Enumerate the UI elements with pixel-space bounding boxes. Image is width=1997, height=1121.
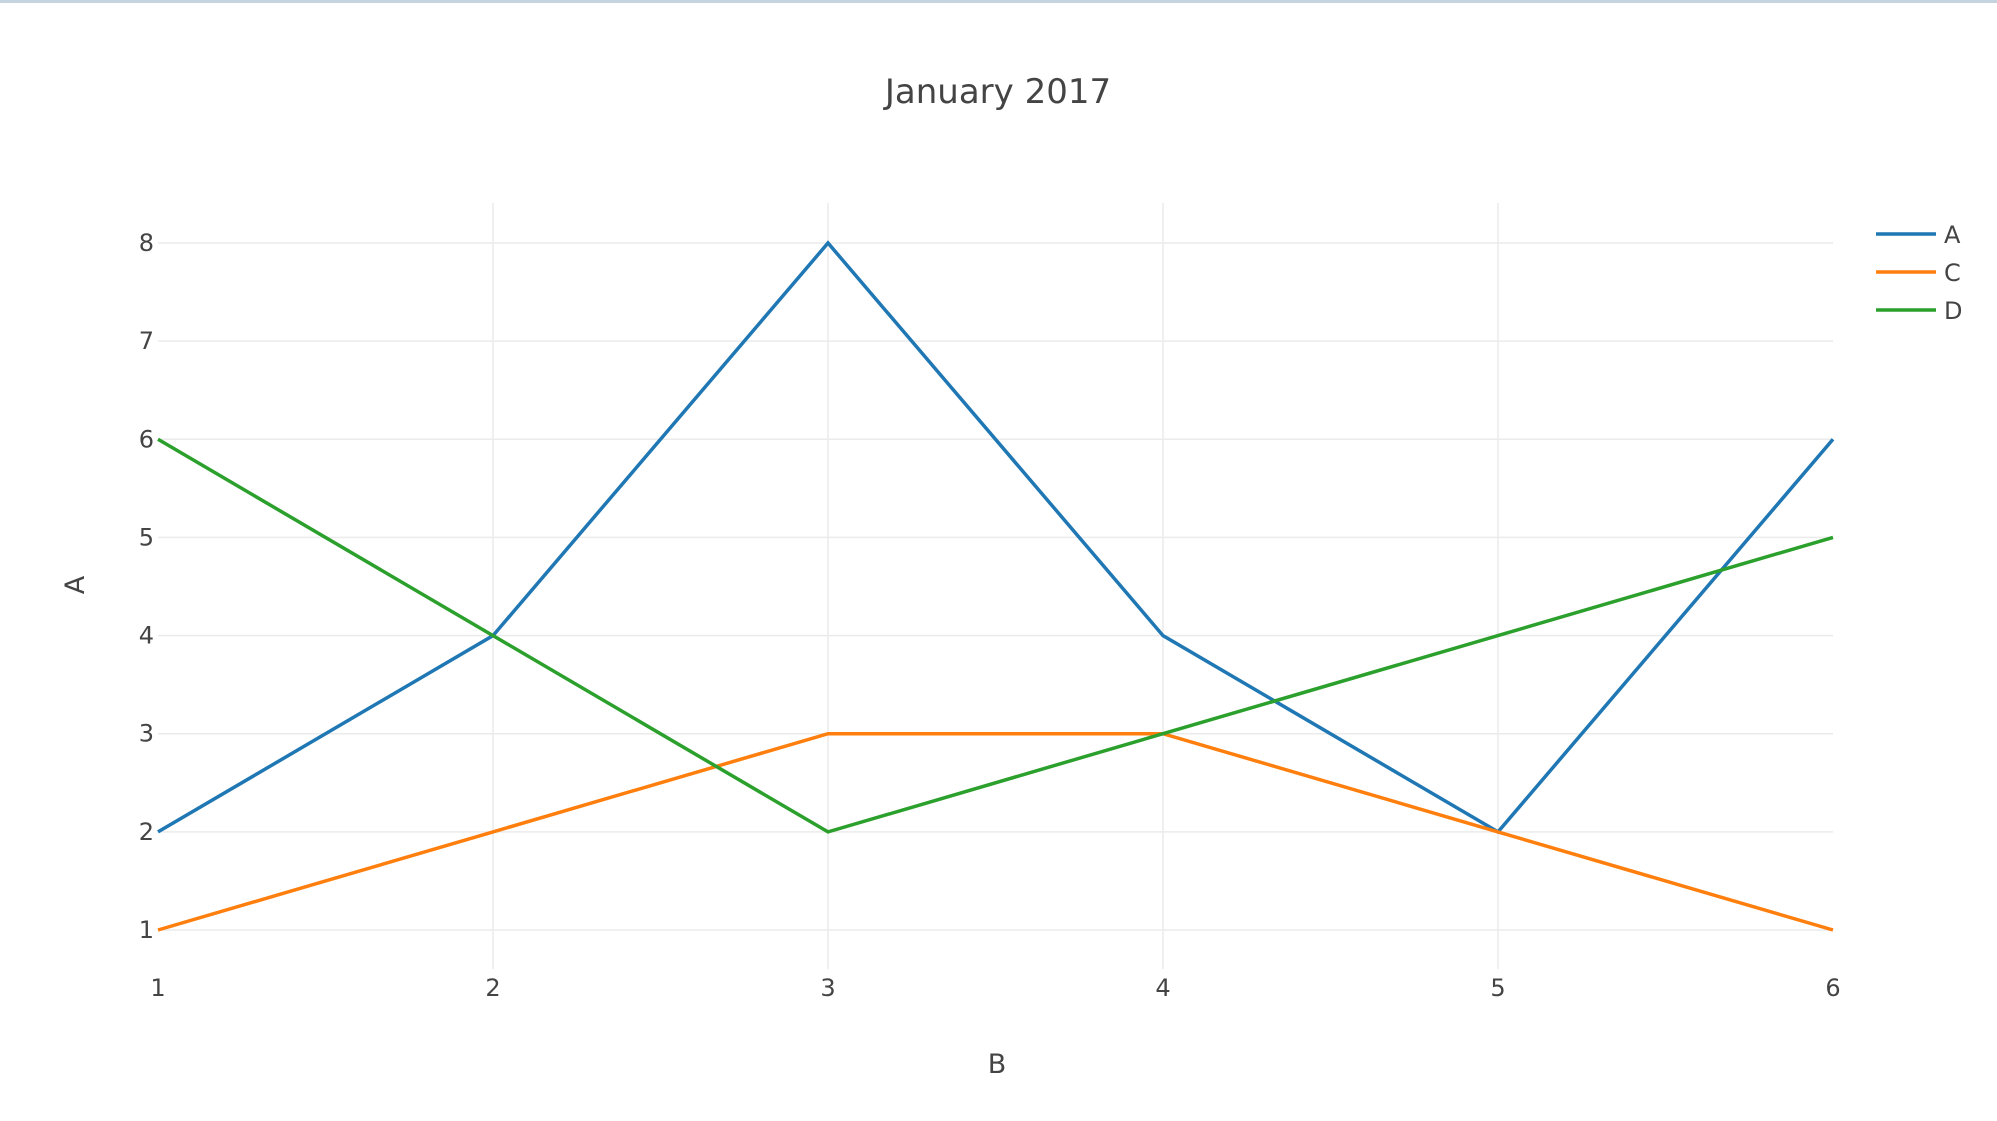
y-axis-ticks: 1 2 3 4 5 6 7 8 (139, 229, 154, 944)
y-tick-label: 3 (139, 720, 154, 748)
series-line-c (157, 731, 1834, 932)
x-tick-label: 2 (485, 974, 500, 1002)
x-tick-label: 4 (1155, 974, 1170, 1002)
x-tick-label: 1 (150, 974, 165, 1002)
legend[interactable]: ACD (1876, 221, 1962, 325)
y-axis-title: A (60, 575, 91, 594)
y-tick-label: 7 (139, 327, 154, 355)
legend-item-a[interactable]: A (1876, 221, 1961, 249)
chart-title: January 2017 (883, 72, 1111, 112)
y-tick-label: 2 (139, 818, 154, 846)
legend-item-c[interactable]: C (1876, 259, 1961, 287)
series-line-d (157, 437, 1834, 834)
legend-label: D (1944, 297, 1962, 325)
y-tick-label: 5 (139, 523, 154, 551)
x-tick-label: 5 (1490, 974, 1505, 1002)
y-tick-label: 1 (139, 916, 154, 944)
series-lines (157, 240, 1835, 932)
x-tick-label: 6 (1825, 974, 1840, 1002)
x-axis-ticks: 1 2 3 4 5 6 (150, 974, 1840, 1002)
legend-label: C (1944, 259, 1961, 287)
x-axis-title: B (988, 1049, 1007, 1080)
y-tick-label: 6 (139, 425, 154, 453)
y-tick-label: 8 (139, 229, 154, 257)
legend-item-d[interactable]: D (1876, 297, 1962, 325)
x-tick-label: 3 (820, 974, 835, 1002)
series-line-a (157, 240, 1835, 835)
legend-label: A (1944, 221, 1961, 249)
top-border (0, 0, 1997, 3)
y-tick-label: 4 (139, 622, 154, 650)
